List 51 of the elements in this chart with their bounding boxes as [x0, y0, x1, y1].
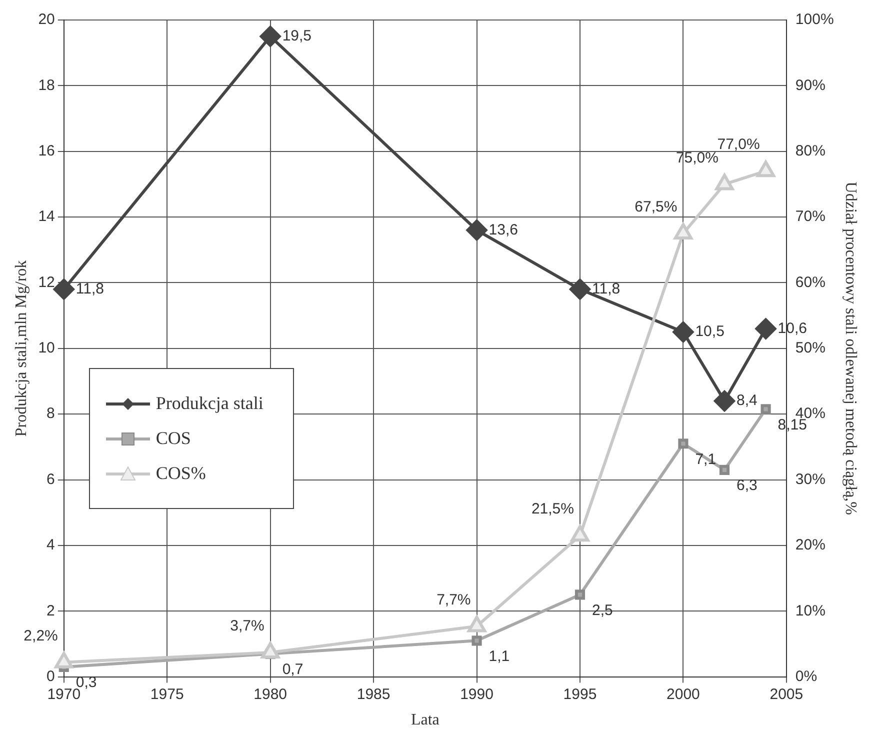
data-label: 8,4 [736, 392, 758, 410]
data-label: 3,7% [230, 618, 264, 635]
data-label: 2,2% [24, 627, 58, 644]
data-label: 11,8 [76, 280, 104, 298]
x-tick-label: 1975 [150, 686, 184, 703]
data-label: 19,5 [282, 28, 312, 45]
data-label: 21,5% [531, 500, 574, 518]
y-tick-label: 16 [38, 142, 55, 160]
legend-label: Produkcja stali [156, 393, 264, 414]
x-tick-label: 1980 [254, 686, 288, 703]
y-tick-label: 4 [46, 536, 55, 554]
data-label: 1,1 [488, 648, 510, 665]
y2-tick-label: 80% [795, 142, 826, 160]
data-label: 13,6 [488, 221, 518, 238]
x-tick-label: 1985 [356, 686, 390, 703]
legend-label: COS% [156, 463, 206, 484]
x-tick-label: 1990 [460, 686, 494, 703]
y2-tick-label: 10% [795, 602, 826, 620]
y-axis-title: Produkcja stali,mln Mg/rok [12, 260, 30, 437]
y2-tick-label: 70% [795, 208, 826, 226]
y-tick-label: 18 [38, 76, 55, 94]
y-tick-label: 14 [38, 208, 55, 226]
x-tick-label: 2000 [666, 686, 700, 703]
y2-tick-label: 20% [795, 536, 826, 554]
y2-tick-label: 60% [795, 274, 826, 291]
y-tick-label: 6 [46, 470, 55, 488]
y-tick-label: 8 [46, 405, 55, 422]
x-tick-label: 1995 [563, 686, 597, 703]
y-tick-label: 10 [38, 340, 55, 357]
y2-tick-label: 0% [795, 668, 818, 685]
legend-label: COS [156, 428, 191, 450]
x-axis-title: Lata [410, 712, 440, 729]
data-label: 11,8 [592, 280, 620, 298]
y-tick-label: 2 [46, 602, 55, 620]
y2-tick-label: 100% [795, 11, 834, 28]
data-label: 6,3 [736, 477, 758, 494]
y-tick-label: 20 [38, 11, 55, 28]
data-label: 77,0% [717, 136, 760, 154]
y2-axis-title: Udział procentowy stali odlewanej metodą ciągłą,% [842, 182, 860, 516]
y-tick-label: 12 [38, 274, 55, 291]
y2-tick-label: 50% [795, 340, 826, 357]
data-label: 7,1 [695, 450, 716, 468]
data-label: 7,7% [436, 591, 471, 608]
data-label: 0,7 [282, 660, 304, 678]
y2-tick-label: 90% [795, 76, 826, 94]
data-label: 67,5% [634, 198, 678, 216]
y-tick-label: 0 [46, 668, 55, 685]
x-tick-label: 1970 [47, 686, 81, 703]
y2-tick-label: 30% [795, 470, 826, 488]
data-label: 10,5 [695, 323, 724, 340]
x-tick-label: 2005 [770, 686, 804, 703]
